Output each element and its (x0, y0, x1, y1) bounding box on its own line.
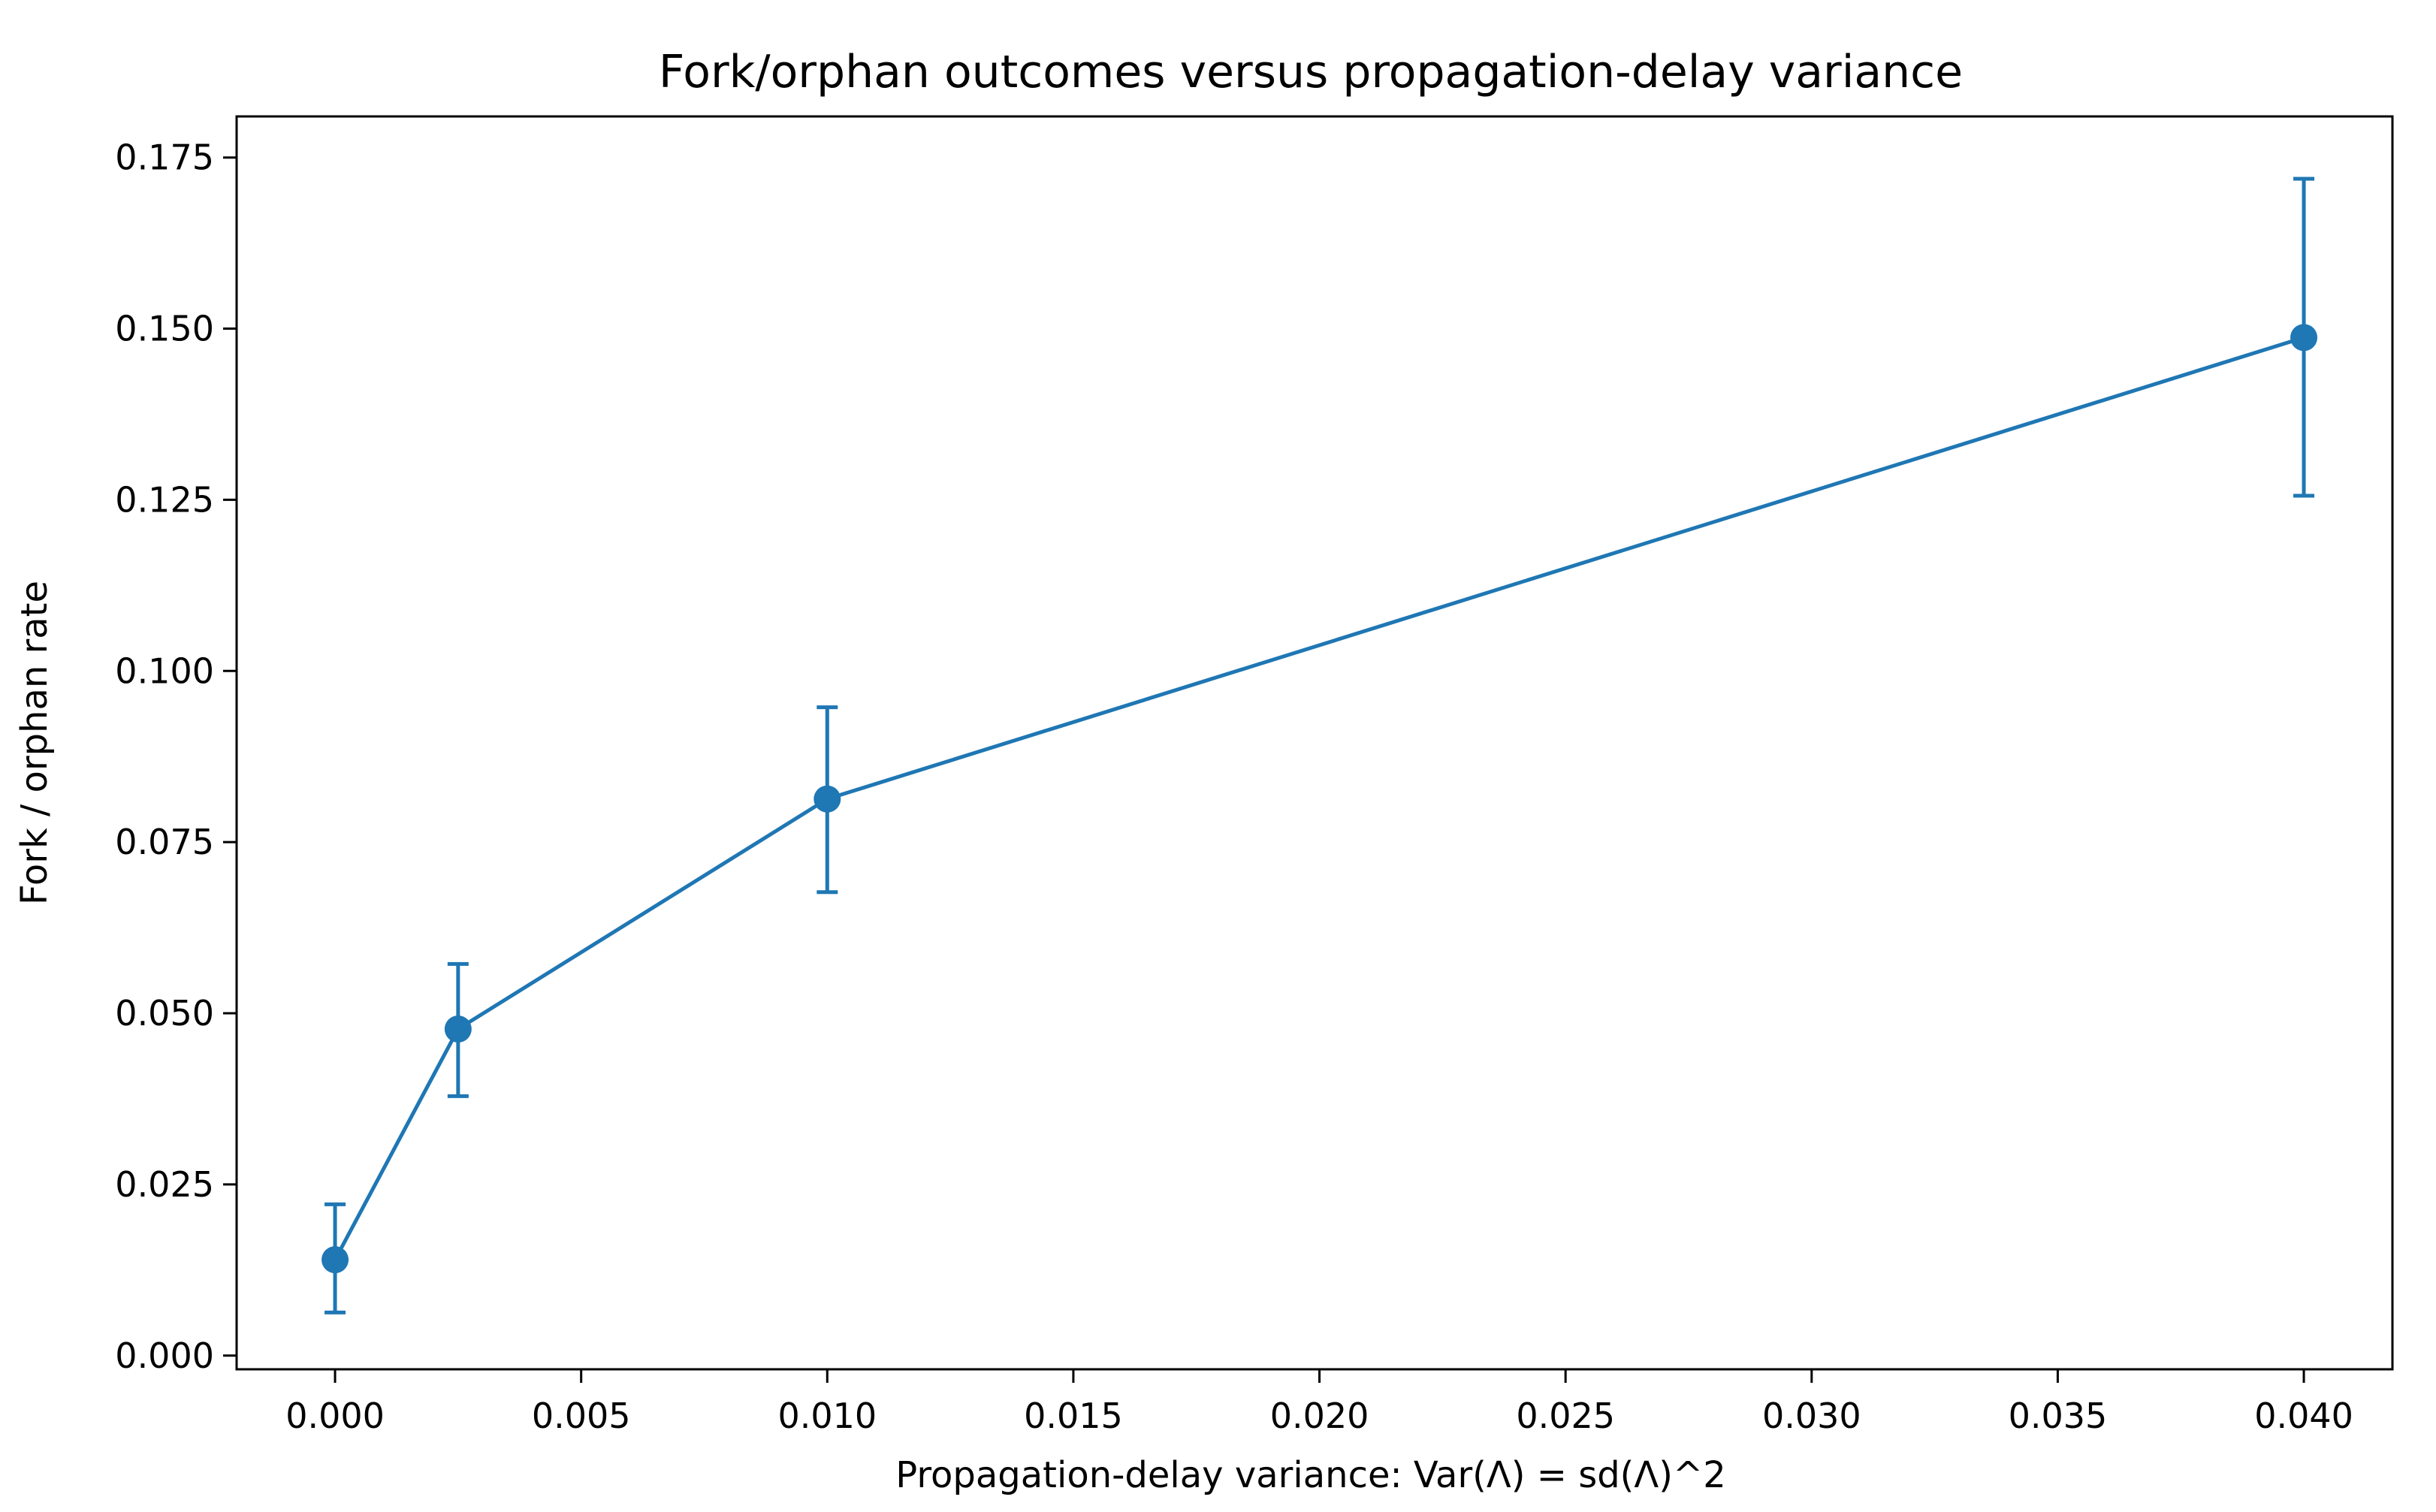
x-tick-label: 0.015 (1024, 1396, 1123, 1436)
x-tick-label: 0.005 (532, 1396, 631, 1436)
y-tick-label: 0.075 (115, 822, 214, 862)
y-tick-label: 0.000 (115, 1335, 214, 1376)
x-tick-label: 0.010 (777, 1396, 877, 1436)
y-tick-label: 0.175 (115, 137, 214, 178)
data-point-marker (444, 1015, 472, 1043)
series-group (321, 177, 2318, 1314)
y-tick-label: 0.150 (115, 309, 214, 349)
y-axis-ticks: 0.000 0.025 0.050 0.075 0.100 0.125 0.150 0.175 (115, 137, 237, 1376)
y-tick-label: 0.100 (115, 650, 214, 691)
data-point-marker (2290, 324, 2318, 352)
data-point-marker (321, 1246, 349, 1274)
plot-area-frame (235, 115, 2394, 1371)
chart-title: Fork/orphan outcomes versus propagation-… (659, 46, 1963, 98)
x-tick-label: 0.000 (285, 1396, 385, 1436)
x-tick-label: 0.035 (2009, 1396, 2108, 1436)
x-axis-title: Propagation-delay variance: Var(Λ) = sd(… (895, 1454, 1725, 1496)
y-tick-label: 0.025 (115, 1164, 214, 1205)
y-tick-label: 0.125 (115, 479, 214, 520)
data-point-marker (814, 785, 841, 813)
x-tick-label: 0.025 (1516, 1396, 1615, 1436)
series-line (333, 336, 2305, 1261)
y-tick-label: 0.050 (115, 993, 214, 1034)
x-tick-label: 0.020 (1270, 1396, 1369, 1436)
x-axis-ticks: 0.000 0.005 0.010 0.015 0.020 0.025 0.030 0.035… (285, 1369, 2353, 1436)
x-tick-label: 0.030 (1762, 1396, 1861, 1436)
y-axis-title: Fork / orphan rate (14, 581, 56, 905)
x-tick-label: 0.040 (2254, 1396, 2353, 1436)
